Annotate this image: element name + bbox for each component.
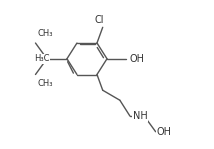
Text: NH: NH	[133, 111, 147, 121]
Text: OH: OH	[130, 54, 145, 64]
Text: OH: OH	[156, 127, 171, 137]
Text: Cl: Cl	[94, 15, 104, 25]
Text: CH₃: CH₃	[37, 28, 52, 38]
Text: CH₃: CH₃	[37, 79, 52, 88]
Text: H₃C: H₃C	[34, 54, 50, 63]
